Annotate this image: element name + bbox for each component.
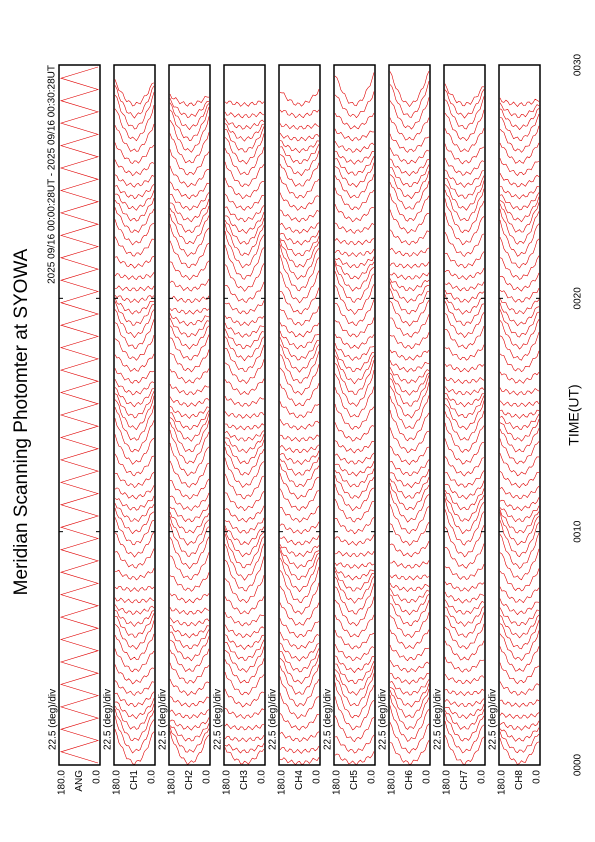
trace [334,72,375,766]
scale-label: 22.5 (deg)/div [213,689,224,750]
scale-label: 22.5 (deg)/div [48,689,59,750]
axis-bottom-label: 0.0 [92,770,103,784]
axis-top-label: 180.0 [57,770,68,795]
trace [169,93,210,766]
panel-frame [58,64,101,766]
axis-top-label: 180.0 [222,770,233,795]
scale-label: 22.5 (deg)/div [378,689,389,750]
panel-frame [388,64,431,766]
panel-frame [168,64,211,766]
time-tick-label: 0000 [573,753,584,776]
axis-top-label: 180.0 [112,770,123,795]
time-tick-label: 0010 [573,520,584,543]
plot-area: Meridian Scanning Photomter at SYOWA 202… [11,53,584,795]
channel-label: CH3 [239,770,250,790]
axis-bottom-label: 0.0 [422,770,433,784]
axis-bottom-label: 0.0 [367,770,378,784]
panel-frame [333,64,376,766]
scale-label: 22.5 (deg)/div [323,689,334,750]
panel-frame [113,64,156,766]
axis-top-label: 180.0 [497,770,508,795]
time-tick-label: 0020 [573,287,584,310]
scale-label: 22.5 (deg)/div [268,689,279,750]
channel-label: CH5 [349,770,360,790]
channel-label: CH7 [459,770,470,790]
time-tick-label: 0030 [573,53,584,76]
trace [499,97,540,766]
axis-bottom-label: 0.0 [147,770,158,784]
scale-label: 22.5 (deg)/div [158,689,169,750]
trace [389,70,430,766]
panel-frame [498,64,541,766]
channel-label: ANG [74,770,85,792]
axis-bottom-label: 0.0 [477,770,488,784]
axis-bottom-label: 0.0 [532,770,543,784]
channel-label: CH6 [404,770,415,790]
channel-label: CH2 [184,770,195,790]
trace [444,83,485,766]
channel-label: CH1 [129,770,140,790]
trace [279,88,320,766]
axis-top-label: 180.0 [277,770,288,795]
channel-label: CH4 [294,770,305,790]
title: Meridian Scanning Photomter at SYOWA [11,248,32,595]
scale-label: 22.5 (deg)/div [488,689,499,750]
scale-label: 22.5 (deg)/div [433,689,444,750]
trace [224,100,265,765]
channel-label: CH8 [514,770,525,790]
panel-frame [278,64,321,766]
trace [114,79,155,765]
axis-top-label: 180.0 [332,770,343,795]
axis-top-label: 180.0 [387,770,398,795]
time-axis-label: TIME(UT) [566,384,582,445]
panel-frame [443,64,486,766]
axis-bottom-label: 0.0 [312,770,323,784]
trace [59,66,100,764]
subtitle: 2025 09/16 00:00:28UT - 2025 09/16 00:30… [47,65,58,284]
axis-bottom-label: 0.0 [257,770,268,784]
axis-top-label: 180.0 [167,770,178,795]
panel-frame [223,64,266,766]
axis-top-label: 180.0 [442,770,453,795]
axis-bottom-label: 0.0 [202,770,213,784]
scale-label: 22.5 (deg)/div [103,689,114,750]
